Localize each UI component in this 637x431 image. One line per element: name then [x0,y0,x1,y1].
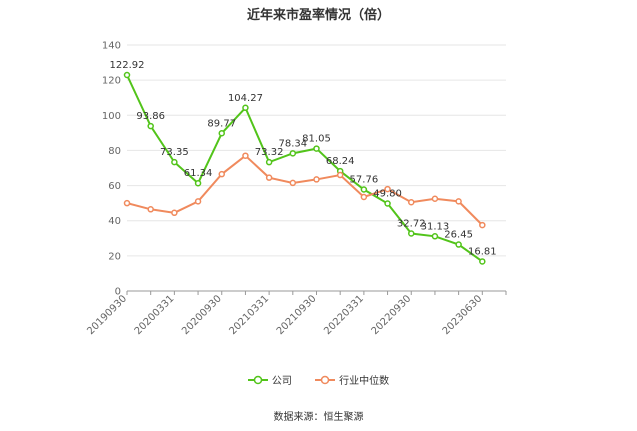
data-label: 61.34 [184,168,213,179]
series-point-1[interactable] [289,179,297,187]
series-point-0[interactable] [265,158,273,166]
data-label: 57.76 [350,175,379,186]
data-label: 68.24 [326,156,355,167]
axes: 0 20 40 60 80 100 120 140 20190930 20200331 202009… [85,41,507,337]
series-point-1[interactable] [360,193,368,201]
series-point-0[interactable] [218,130,225,137]
y-tick-label: 80 [108,146,121,157]
series-point-0[interactable] [194,179,202,187]
data-label: 81.05 [302,134,331,145]
series-point-0[interactable] [242,104,249,112]
x-tick-label: 20210930 [275,293,319,337]
series-point-0[interactable] [479,258,486,265]
y-tick-label: 40 [108,216,121,227]
series-point-0[interactable] [455,241,462,248]
y-tick-label: 20 [108,251,121,262]
x-tick-label: 20190930 [85,293,129,337]
series-point-1[interactable] [218,170,225,178]
series-point-1[interactable] [147,206,154,213]
y-tick-label: 0 [115,287,121,298]
x-tick-label: 20230630 [441,293,485,337]
data-label: 32.72 [397,219,426,230]
y-tick-label: 100 [102,111,121,122]
y-tick-label: 120 [102,76,121,87]
series-point-1[interactable] [455,198,462,205]
data-label: 93.86 [136,111,165,122]
data-label: 89.77 [207,118,236,129]
data-label: 16.81 [468,246,497,257]
data-label: 31.13 [421,221,450,232]
data-labels: 122.92 93.86 73.35 61.34 89.77 104.27 73.3278.… [110,60,497,257]
series-point-0[interactable] [123,71,131,79]
x-tick-label: 20220930 [370,293,414,337]
legend: 公司 行业中位数 [0,372,637,388]
x-tick-label: 20210331 [227,293,271,337]
series-point-0[interactable] [384,200,391,207]
series-point-0[interactable] [360,186,368,193]
series-point-0[interactable] [289,150,297,157]
series-point-1[interactable] [479,221,486,229]
series-point-1[interactable] [194,198,202,205]
data-label: 122.92 [110,60,145,71]
legend-label-company: 公司 [271,376,292,387]
series-point-1[interactable] [123,199,131,207]
series-point-1[interactable] [384,185,391,193]
series-point-1[interactable] [431,195,439,202]
series-point-1[interactable] [242,152,249,159]
series-point-1[interactable] [408,199,415,206]
chart-title: 近年来市盈率情况（倍） [246,8,390,23]
series-point-0[interactable] [147,122,154,130]
data-label: 49.80 [373,188,402,199]
legend-item-industry[interactable]: 行业中位数 [315,372,389,387]
series-point-1[interactable] [336,171,344,179]
series-line-1 [126,154,484,226]
data-label: 73.35 [160,147,189,158]
series-point-0[interactable] [171,158,178,166]
legend-industry-icon [315,375,336,384]
data-label: 78.34 [278,138,307,149]
data-label: 73.32 [255,147,284,158]
series-point-1[interactable] [265,174,273,181]
series-point-1[interactable] [313,176,320,183]
data-label: 104.27 [228,93,263,104]
legend-label-industry: 行业中位数 [339,376,390,387]
data-label: 26.45 [444,230,473,241]
series-point-0[interactable] [408,230,415,237]
series-point-0[interactable] [431,233,439,240]
y-tick-label: 140 [102,41,121,52]
series-point-1[interactable] [171,209,178,217]
x-tick-label: 20200331 [133,293,177,337]
x-tick-label: 20220331 [322,293,366,337]
series-line-0 [126,74,483,263]
source-note: 数据来源：恒生聚源 [273,412,364,423]
series-point-0[interactable] [313,145,320,152]
y-tick-label: 60 [108,181,121,192]
series [123,71,486,265]
legend-item-company[interactable]: 公司 [247,372,292,387]
legend-company-icon [247,375,268,384]
x-tick-label: 20200930 [180,293,224,337]
